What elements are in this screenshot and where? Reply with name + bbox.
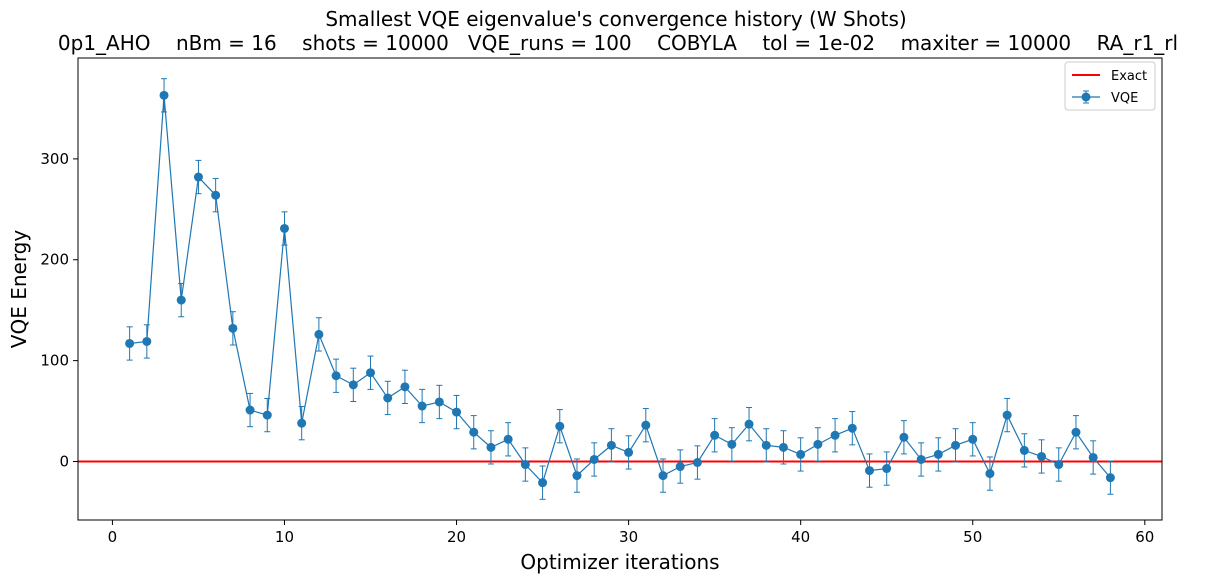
vqe-point (813, 439, 823, 449)
vqe-point (1037, 451, 1047, 461)
vqe-point (968, 434, 978, 444)
vqe-point (331, 371, 341, 381)
vqe-point (142, 336, 152, 346)
vqe-point (572, 471, 582, 481)
vqe-point (434, 397, 444, 407)
vqe-point (452, 407, 462, 417)
vqe-point (796, 449, 806, 459)
vqe-point (486, 442, 496, 452)
vqe-point (262, 410, 272, 420)
vqe-point (675, 462, 685, 472)
vqe-point (692, 458, 702, 468)
vqe-point (761, 440, 771, 450)
y-axis: 0 100 200 300 (40, 150, 78, 470)
vqe-point (606, 440, 616, 450)
chart-title: Smallest VQE eigenvalue's convergence hi… (325, 7, 906, 31)
x-tick-label: 20 (447, 528, 466, 546)
legend-exact-label: Exact (1111, 69, 1147, 84)
vqe-point (882, 464, 892, 474)
vqe-point (125, 338, 135, 348)
vqe-point (279, 223, 289, 233)
vqe-point (951, 440, 961, 450)
vqe-point (297, 418, 307, 428)
vqe-point (520, 460, 530, 470)
y-tick-label: 0 (59, 452, 69, 470)
vqe-point (555, 421, 565, 431)
x-axis-label: Optimizer iterations (520, 550, 719, 574)
chart-subtitle: 0p1_AHO nBm = 16 shots = 10000 VQE_runs … (58, 31, 1178, 55)
vqe-point (348, 380, 358, 390)
vqe-point (916, 454, 926, 464)
vqe-point (624, 447, 634, 457)
vqe-point (1002, 410, 1012, 420)
vqe-point (469, 427, 479, 437)
vqe-point (383, 393, 393, 403)
vqe-point (727, 439, 737, 449)
vqe-point (830, 430, 840, 440)
vqe-point (538, 478, 548, 488)
vqe-point (211, 190, 221, 200)
vqe-point (864, 466, 874, 476)
vqe-point (228, 323, 238, 333)
vqe-point (744, 419, 754, 429)
vqe-point (641, 420, 651, 430)
y-tick-label: 300 (40, 150, 69, 168)
vqe-point (778, 442, 788, 452)
x-tick-label: 60 (1135, 528, 1154, 546)
vqe-point (985, 469, 995, 479)
y-tick-label: 100 (40, 352, 69, 370)
legend-vqe-label: VQE (1111, 91, 1138, 106)
vqe-point (366, 368, 376, 378)
vqe-point (193, 172, 203, 182)
x-tick-label: 50 (963, 528, 982, 546)
vqe-point (400, 382, 410, 392)
x-tick-label: 40 (791, 528, 810, 546)
vqe-point (159, 90, 169, 100)
x-axis: 0 10 20 30 40 50 60 (108, 520, 1154, 546)
y-tick-label: 200 (40, 251, 69, 269)
vqe-point (658, 471, 668, 481)
vqe-point (710, 430, 720, 440)
vqe-point (1071, 427, 1081, 437)
vqe-series-line (129, 95, 1111, 484)
y-axis-label: VQE Energy (7, 230, 31, 349)
vqe-point (176, 295, 186, 305)
vqe-point (589, 454, 599, 464)
x-tick-label: 30 (619, 528, 638, 546)
vqe-point (314, 329, 324, 339)
vqe-point (1019, 445, 1029, 455)
vqe-point (503, 434, 513, 444)
plot-area (78, 78, 1162, 500)
vqe-point (245, 405, 255, 415)
vqe-point (847, 423, 857, 433)
legend: Exact VQE (1064, 61, 1156, 111)
vqe-point (417, 401, 427, 411)
x-tick-label: 0 (108, 528, 118, 546)
x-tick-label: 10 (275, 528, 294, 546)
plot-frame (77, 57, 1163, 521)
vqe-point (1054, 460, 1064, 470)
vqe-point (899, 432, 909, 442)
legend-vqe-marker (1081, 92, 1091, 102)
vqe-point (933, 449, 943, 459)
vqe-point (1105, 473, 1115, 483)
vqe-point (1088, 452, 1098, 462)
